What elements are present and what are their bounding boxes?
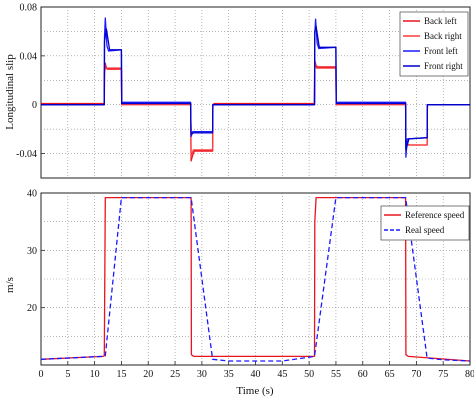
x-tick-label: 15 <box>116 369 126 380</box>
x-tick-label: 55 <box>331 369 341 380</box>
legend-label: Front right <box>424 61 463 71</box>
x-axis-label: Time (s) <box>236 385 274 397</box>
x-tick-label: 20 <box>143 369 153 380</box>
x-tick-label: 35 <box>224 369 234 380</box>
y-tick-label: 0 <box>32 100 37 111</box>
x-tick-label: 80 <box>465 369 474 380</box>
legend-label: Back left <box>424 16 457 26</box>
legend-box <box>380 205 470 241</box>
x-tick-label: 75 <box>438 369 448 380</box>
series-line-reference-speed <box>40 196 471 362</box>
x-tick-label: 10 <box>90 369 100 380</box>
x-tick-label: 60 <box>358 369 368 380</box>
y-tick-label: 30 <box>27 246 37 257</box>
legend-label: Front left <box>424 46 458 56</box>
x-tick-label: 0 <box>39 369 44 380</box>
slip-plot-area <box>40 6 471 179</box>
x-tick-label: 70 <box>411 369 421 380</box>
speed-x-ticks: 0 5 10 15 20 25 30 35 40 45 50 55 60 65 70 75 80 <box>39 361 474 380</box>
y-tick-label: -0.04 <box>16 149 37 160</box>
x-tick-label: 5 <box>65 369 70 380</box>
y-tick-label: 20 <box>27 303 37 314</box>
y-tick-label: 0.04 <box>20 51 38 62</box>
legend-label: Real speed <box>405 225 445 235</box>
y-tick-label: 40 <box>27 189 37 200</box>
legend-label: Reference speed <box>405 210 465 220</box>
slip-series-lines <box>41 17 470 162</box>
speed-y-axis-label: m/s <box>4 277 16 293</box>
speed-legend: Reference speed Real speed <box>380 205 470 241</box>
speed-y-ticks: 40 30 20 <box>27 189 45 314</box>
slip-chart-panel: 0.08 0.04 0 -0.04 Longitudinal slip Back le… <box>4 3 471 179</box>
x-tick-label: 65 <box>385 369 395 380</box>
speed-series-lines <box>40 196 471 362</box>
x-tick-label: 30 <box>197 369 207 380</box>
slip-y-axis-label: Longitudinal slip <box>4 54 16 130</box>
x-tick-label: 25 <box>170 369 180 380</box>
x-tick-label: 45 <box>277 369 287 380</box>
series-line-front-right <box>41 25 470 151</box>
slip-legend: Back left Back right Front left Front right <box>399 11 469 77</box>
series-line-real-speed <box>40 196 471 362</box>
legend-label: Back right <box>424 31 462 41</box>
x-tick-label: 50 <box>304 369 314 380</box>
x-tick-label: 40 <box>251 369 261 380</box>
y-tick-label: 0.08 <box>20 3 38 14</box>
